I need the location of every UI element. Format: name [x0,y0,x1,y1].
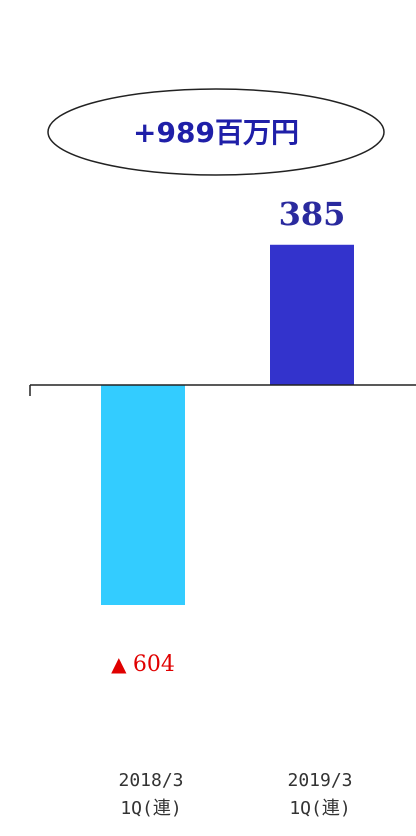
bars-group [101,244,354,605]
data-label-2: 385 [279,195,346,233]
bar-1 [101,385,185,605]
callout-ellipse [47,88,385,176]
difference-callout: +989百万円 [47,88,385,176]
data-label-1: ▲ 604 [111,652,175,677]
bar-2 [270,244,354,385]
x-tick-label-2-line-2: 1Q(連) [289,798,350,819]
x-tick-labels: 2018/3 1Q(連) 2019/3 1Q(連) [118,770,352,819]
x-tick-label-1-line-2: 1Q(連) [120,798,181,819]
callout-text: +989百万円 [133,116,299,149]
x-tick-label-2-line-1: 2019/3 [287,770,352,791]
x-tick-label-1-line-1: 2018/3 [118,770,183,791]
labels-group: ▲ 604 385 [111,195,345,677]
